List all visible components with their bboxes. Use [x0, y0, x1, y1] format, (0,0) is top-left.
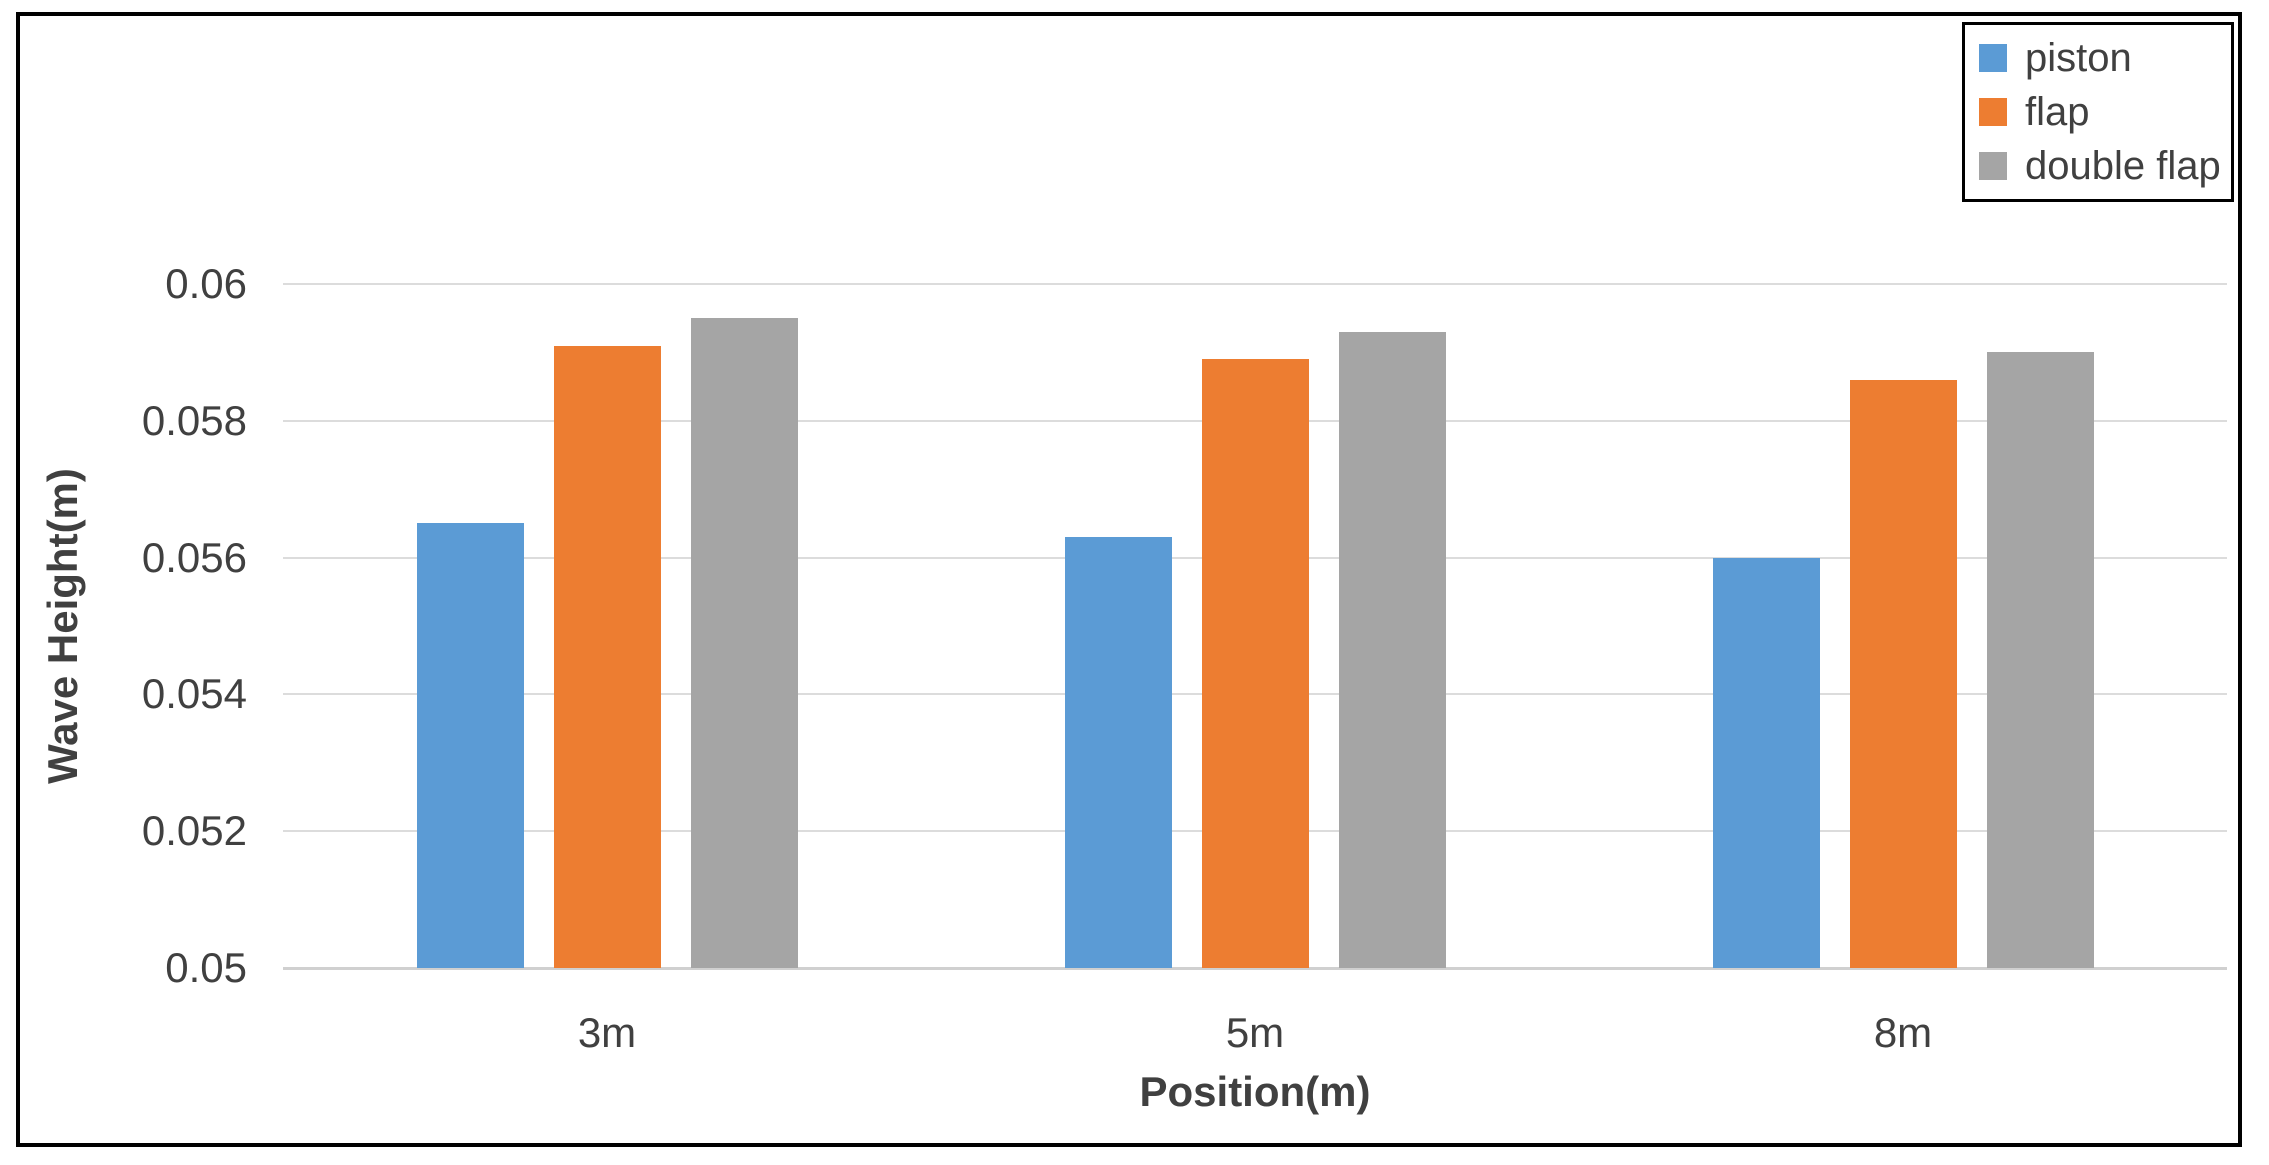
legend-swatch-double-flap: [1979, 152, 2007, 180]
bar-double-flap-5m: [1338, 331, 1446, 968]
y-tick-label: 0.052: [141, 807, 247, 855]
y-tick-label: 0.05: [165, 944, 247, 991]
legend-label: double flap: [2025, 144, 2221, 188]
bar-piston-5m: [1064, 537, 1172, 968]
legend-swatch-flap: [1979, 98, 2007, 126]
bar-flap-8m: [1849, 379, 1957, 968]
legend-swatch-piston: [1979, 44, 2007, 72]
x-tick-label: 8m: [1873, 1009, 1933, 1056]
y-tick-label: 0.06: [165, 260, 247, 307]
bar-flap-5m: [1201, 359, 1309, 968]
legend: piston flap double flap: [1962, 22, 2234, 202]
chart-outer-border: [16, 12, 2242, 1147]
x-axis-line: [283, 967, 2227, 970]
bar-piston-8m: [1712, 557, 1820, 968]
bar-flap-3m: [553, 345, 661, 968]
x-tick-label: 5m: [1225, 1009, 1285, 1056]
x-tick-label: 3m: [577, 1009, 637, 1056]
legend-item-double-flap: double flap: [1979, 144, 2231, 188]
legend-label: piston: [2025, 36, 2132, 80]
legend-item-flap: flap: [1979, 90, 2231, 134]
y-axis-title: Wave Height(m): [39, 468, 86, 784]
bar-piston-3m: [416, 523, 524, 968]
x-axis-title: Position(m): [1139, 1068, 1371, 1115]
bar-double-flap-8m: [1986, 352, 2094, 968]
y-tick-label: 0.054: [141, 670, 247, 718]
plot-area: [283, 283, 2227, 970]
bar-double-flap-3m: [690, 318, 798, 968]
legend-label: flap: [2025, 90, 2090, 134]
y-tick-label: 0.056: [141, 533, 247, 581]
legend-item-piston: piston: [1979, 36, 2231, 80]
y-tick-label: 0.058: [141, 396, 247, 444]
gridline: [283, 283, 2227, 285]
